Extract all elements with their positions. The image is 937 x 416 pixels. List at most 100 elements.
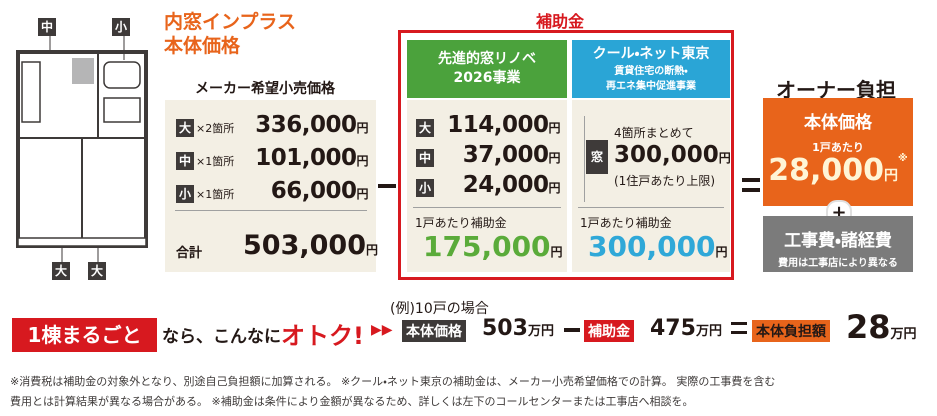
program-panel — [572, 100, 730, 272]
unit: 万円 — [890, 327, 917, 342]
amount-line: 37,000円 — [462, 142, 561, 168]
owner-label: 本体価格 — [804, 113, 872, 133]
term-label: 本体価格 — [402, 320, 466, 342]
title-line: 内窓インプラス — [164, 11, 297, 33]
term-label: 本体負担額 — [752, 320, 830, 342]
amount: 37,000 — [462, 142, 549, 168]
term-label: 補助金 — [584, 320, 634, 342]
column-heading: メーカー希望小売価格 — [195, 81, 335, 97]
program-header: 先進的窓リノベ 2026事業 — [407, 40, 567, 98]
per-unit-label: 1戸あたり補助金 — [415, 216, 507, 230]
unit: 円 — [548, 181, 560, 195]
unit: 円 — [550, 245, 563, 259]
amount: 24,000 — [462, 172, 549, 198]
amount: 28,000 — [768, 153, 885, 188]
promo-highlight: オトク! — [281, 322, 364, 350]
price-line: 101,000円 — [255, 145, 368, 171]
example-case: (例)10戸の場合 — [390, 301, 489, 317]
divider — [413, 207, 561, 208]
unit: 円 — [365, 243, 378, 257]
product-title: 内窓インプラス 本体価格 — [164, 10, 296, 58]
unit: 円 — [884, 168, 899, 184]
size-badge: 大 — [176, 119, 194, 137]
footnote: ※消費税は補助金の対象外となり、別途自己負担額に加算される。 ※クール・ネット東… — [10, 375, 776, 388]
divider — [175, 210, 367, 211]
per-unit-label: 1戸あたり補助金 — [580, 216, 672, 230]
arrows: ▶▶ — [371, 322, 393, 338]
amount-line: 114,000円 — [447, 112, 560, 138]
owner-amount-line: 28,000円 ※ — [763, 153, 913, 188]
promo-text: なら、こんなに — [162, 327, 281, 347]
quantity: ×1箇所 — [196, 155, 235, 168]
program-subname: 賃貸住宅の断熱・ — [614, 66, 688, 77]
window-badge: 窓 — [586, 140, 608, 174]
size-badge: 小 — [176, 185, 194, 203]
quantity: ×1箇所 — [196, 188, 235, 201]
amount: 28 — [846, 308, 891, 346]
per-unit-amount: 175,000円 — [423, 230, 563, 263]
amount-line: 24,000円 — [462, 172, 561, 198]
per-unit-amount: 300,000円 — [588, 230, 728, 263]
amount: 175,000 — [423, 230, 551, 263]
title-line: 本体価格 — [164, 35, 241, 57]
amount: 66,000 — [270, 178, 357, 204]
minus-sign — [378, 184, 396, 188]
unit: 円 — [356, 187, 368, 201]
amount: 336,000 — [255, 112, 357, 138]
amount: 503 — [482, 316, 528, 341]
amount-line: 300,000円 — [614, 142, 731, 168]
unit: 万円 — [695, 324, 722, 339]
amount: 300,000 — [588, 230, 716, 263]
owner-box: 本体価格 1戸あたり 28,000円 ※ — [763, 98, 913, 206]
program-name: クール・ネット東京 — [592, 46, 710, 62]
term-value: 503万円 — [482, 316, 554, 341]
cost-label: 工事費・諸経費 — [784, 231, 892, 251]
footnotes: ※消費税は補助金の対象外となり、別途自己負担額に加算される。 ※クール・ネット東… — [10, 372, 927, 412]
program-name: 2026事業 — [453, 70, 521, 86]
divider — [578, 207, 724, 208]
cost-box: 工事費・諸経費 費用は工事店により異なる — [763, 216, 913, 272]
unit: 円 — [356, 154, 368, 168]
amount: 114,000 — [447, 112, 549, 138]
cap-note: (1住戸あたり上限) — [614, 174, 715, 188]
price-line: 336,000円 — [255, 112, 368, 138]
size-badge: 小 — [416, 179, 434, 197]
equals-bar — [742, 178, 760, 182]
unit: 円 — [356, 121, 368, 135]
price-line: 66,000円 — [270, 178, 369, 204]
cost-note: 費用は工事店により異なる — [778, 258, 898, 269]
unit: 円 — [718, 151, 731, 165]
equals-bar — [731, 322, 747, 325]
size-badge: 中 — [416, 149, 434, 167]
program-subname: 再エネ集中促進事業 — [606, 81, 696, 92]
unit: 万円 — [527, 324, 554, 339]
unit: 円 — [548, 121, 560, 135]
amount: 475 — [650, 316, 696, 341]
note: 4箇所まとめて — [614, 126, 694, 140]
amount: 101,000 — [255, 145, 357, 171]
price-panel — [165, 100, 376, 272]
floor-plan — [16, 30, 148, 262]
program-name: 先進的窓リノベ — [438, 51, 536, 67]
plan-label: 大 — [88, 262, 106, 280]
unit: 円 — [715, 245, 728, 259]
note-mark: ※ — [898, 153, 908, 164]
unit: 円 — [548, 151, 560, 165]
total-amount: 503,000円 — [243, 230, 378, 261]
size-badge: 中 — [176, 152, 194, 170]
program-header: クール・ネット東京 賃貸住宅の断熱・ 再エネ集中促進事業 — [572, 40, 730, 98]
plan-label: 中 — [38, 18, 56, 36]
amount: 300,000 — [614, 142, 719, 168]
term-value: 28万円 — [846, 308, 917, 346]
minus-sign — [564, 328, 580, 332]
subsidy-frame — [398, 30, 734, 280]
amount: 503,000 — [243, 230, 366, 261]
promo-badge: 1棟まるごと — [12, 318, 157, 352]
total-label: 合計 — [176, 246, 203, 261]
size-badge: 大 — [416, 119, 434, 137]
plan-label: 小 — [112, 18, 130, 36]
term-value: 475万円 — [650, 316, 722, 341]
plan-label: 大 — [52, 262, 70, 280]
